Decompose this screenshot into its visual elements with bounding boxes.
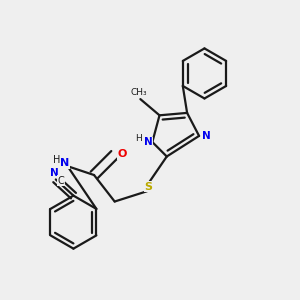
Text: O: O xyxy=(117,149,127,159)
Text: N: N xyxy=(202,131,211,141)
Text: C: C xyxy=(58,176,64,186)
Text: N: N xyxy=(50,168,59,178)
Text: H: H xyxy=(135,134,142,143)
Text: N: N xyxy=(143,137,152,147)
Text: S: S xyxy=(145,182,152,192)
Text: N: N xyxy=(60,158,69,168)
Text: CH₃: CH₃ xyxy=(130,88,147,97)
Text: H: H xyxy=(53,155,60,165)
